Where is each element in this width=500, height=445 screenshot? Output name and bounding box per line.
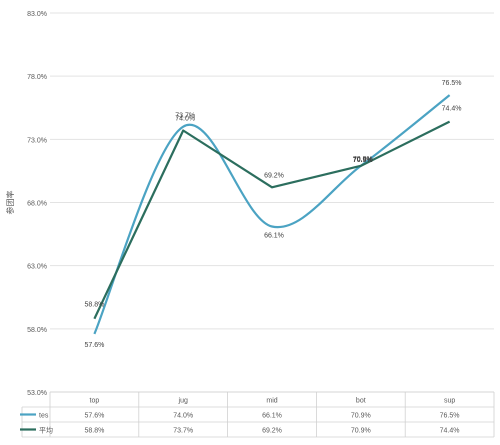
series-line-平均 bbox=[93, 120, 451, 320]
table-header-cell: bot bbox=[356, 398, 366, 405]
y-tick-label: 73.0% bbox=[27, 137, 47, 144]
table-cell: 76.5% bbox=[440, 413, 460, 420]
y-axis-label: 参团率 bbox=[5, 191, 15, 215]
table-cell: 66.1% bbox=[262, 413, 282, 420]
legend-label: tes bbox=[39, 413, 49, 420]
data-label: 70.9% bbox=[353, 156, 373, 163]
data-label: 74.4% bbox=[442, 106, 462, 113]
y-tick-label: 53.0% bbox=[27, 390, 47, 397]
y-axis-ticks: 53.0% 58.0% 63.0% 68.0% 73.0% 78.0% 83.0% bbox=[27, 11, 47, 397]
data-label: 74.0% bbox=[175, 116, 195, 123]
y-tick-label: 68.0% bbox=[27, 201, 47, 208]
data-label: 66.1% bbox=[264, 233, 284, 240]
table-header-cell: jug bbox=[178, 398, 188, 405]
gridlines bbox=[50, 12, 494, 393]
table-cell: 57.6% bbox=[84, 413, 104, 420]
data-table: top jug mid bot sup tes 57.6% 74.0% 66.1% 70.9% 76… bbox=[20, 391, 495, 438]
table-cell: 58.8% bbox=[84, 428, 104, 435]
table-cell: 69.2% bbox=[262, 428, 282, 435]
table-cell: 70.9% bbox=[351, 413, 371, 420]
table-cell: 74.4% bbox=[440, 428, 460, 435]
data-label: 57.6% bbox=[84, 342, 104, 349]
y-tick-label: 58.0% bbox=[27, 327, 47, 334]
point-labels: 57.6% 74.0% 66.1% 70.9% 76.5% 58.8% 73.7% 69.2%… bbox=[84, 80, 461, 349]
legend-label: 平均 bbox=[39, 426, 53, 435]
table-header-cell: mid bbox=[266, 398, 277, 405]
data-label: 70.9% bbox=[353, 157, 374, 164]
y-tick-label: 78.0% bbox=[27, 74, 47, 81]
data-label: 76.5% bbox=[442, 80, 462, 87]
table-header-cell: sup bbox=[444, 398, 455, 405]
data-label: 58.8% bbox=[84, 302, 104, 309]
data-label: 73.7% bbox=[175, 112, 195, 119]
data-label: 69.2% bbox=[264, 172, 284, 179]
series-line-tes bbox=[93, 94, 451, 335]
table-cell: 73.7% bbox=[173, 428, 193, 435]
table-cell: 70.9% bbox=[351, 428, 371, 435]
y-tick-label: 63.0% bbox=[27, 264, 47, 271]
table-cell: 74.0% bbox=[173, 413, 193, 420]
series-lines bbox=[93, 94, 451, 335]
table-header-cell: top bbox=[90, 398, 100, 405]
y-tick-label: 83.0% bbox=[27, 11, 47, 18]
